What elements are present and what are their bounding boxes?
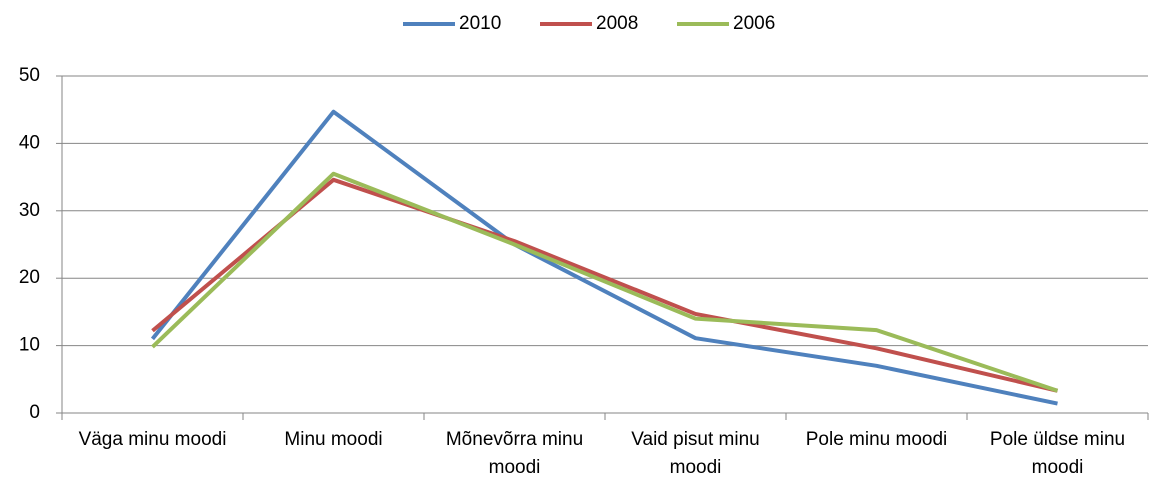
x-tick-label: Pole üldse minu moodi xyxy=(989,429,1126,478)
y-tick-label: 10 xyxy=(19,335,40,356)
series-line xyxy=(150,109,1058,406)
x-tick-label: Mõnevõrra minu moodi xyxy=(445,429,584,478)
series-line xyxy=(151,171,1059,393)
legend-label: 2010 xyxy=(459,13,501,34)
y-tick-label: 30 xyxy=(19,200,40,221)
y-tick-label: 40 xyxy=(19,132,40,153)
y-tick-label: 0 xyxy=(29,402,40,423)
y-tick-label: 50 xyxy=(19,65,40,86)
legend-label: 2008 xyxy=(596,13,638,34)
x-tick-label: Pole minu moodi xyxy=(805,429,948,450)
x-tick-label: Väga minu moodi xyxy=(78,429,227,450)
legend-label: 2006 xyxy=(733,13,775,34)
x-tick-label: Vaid pisut minu moodi xyxy=(631,429,760,478)
y-tick-label: 20 xyxy=(19,267,40,288)
series-line xyxy=(151,177,1058,393)
x-tick-label: Minu moodi xyxy=(284,429,383,450)
